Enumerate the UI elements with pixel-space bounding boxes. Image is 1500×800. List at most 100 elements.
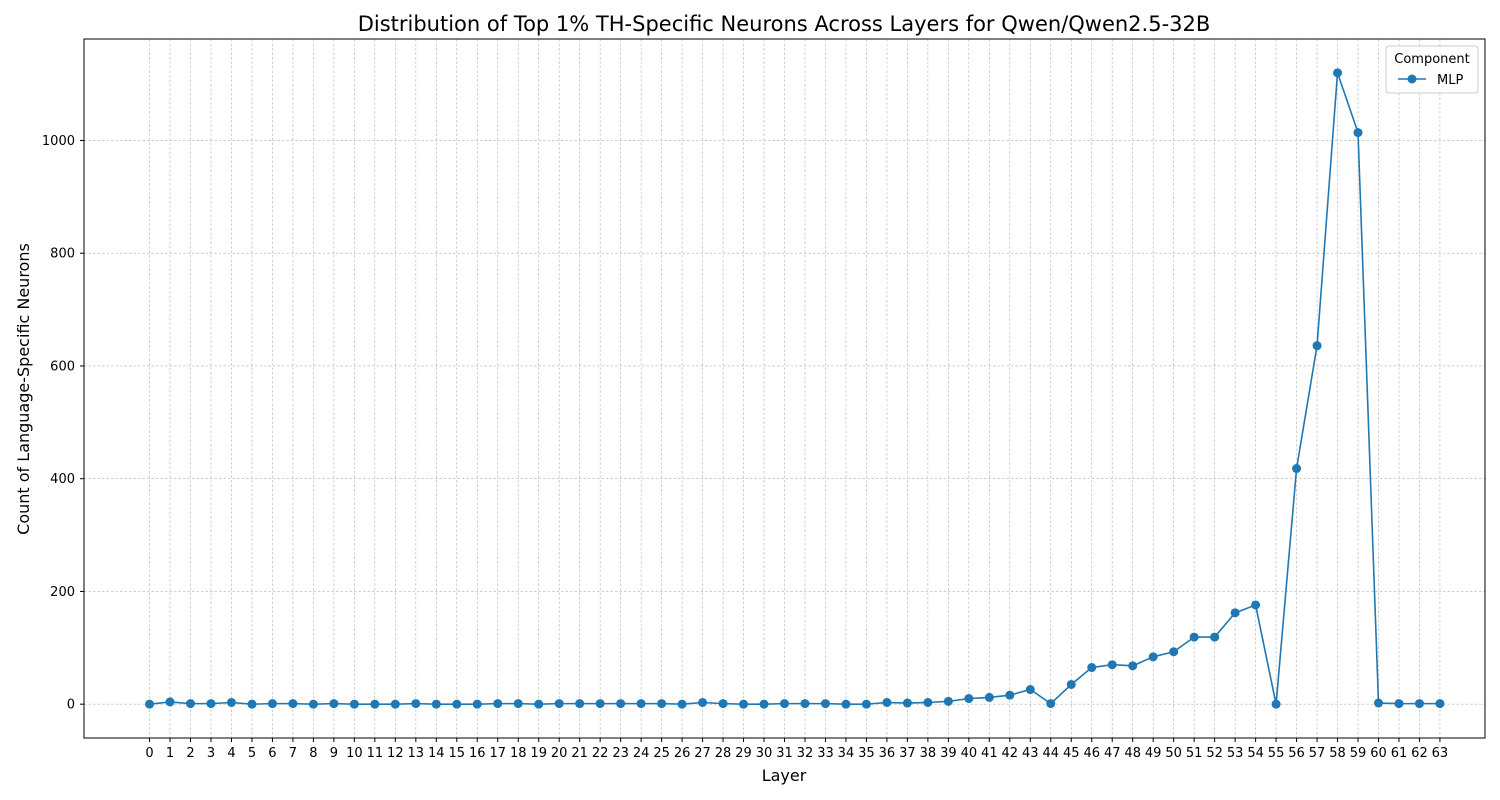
data-point: [1373, 698, 1383, 708]
data-point: [1435, 699, 1445, 709]
data-point: [677, 699, 687, 709]
y-tick-label: 0: [67, 698, 75, 713]
x-tick-label: 28: [715, 746, 732, 761]
data-point: [1353, 128, 1363, 138]
x-tick-label: 49: [1145, 746, 1162, 761]
data-point: [1414, 699, 1424, 709]
x-tick-label: 50: [1165, 746, 1182, 761]
x-tick-label: 36: [879, 746, 896, 761]
series-mlp: [145, 68, 1445, 709]
data-point: [841, 699, 851, 709]
x-tick-label: 25: [653, 746, 670, 761]
data-point: [1271, 699, 1281, 709]
data-point: [964, 694, 974, 704]
x-tick-label: 61: [1391, 746, 1408, 761]
data-point: [1394, 699, 1404, 709]
data-point: [923, 697, 933, 707]
x-tick-label: 4: [227, 746, 235, 761]
legend-point-marker: [1407, 74, 1417, 84]
x-tick-label: 37: [899, 746, 916, 761]
axis-ticks: 0 1 2 3 4 5 6 7 8 9 10 11 12 13 14 15 16 17 18 19 20 21 22 23 24…: [42, 134, 1448, 761]
data-point: [431, 699, 441, 709]
x-tick-label: 34: [838, 746, 855, 761]
x-tick-label: 12: [387, 746, 404, 761]
x-tick-label: 46: [1083, 746, 1100, 761]
x-tick-label: 20: [551, 746, 568, 761]
x-tick-label: 47: [1104, 746, 1121, 761]
x-tick-label: 11: [367, 746, 384, 761]
data-point: [718, 699, 728, 709]
x-tick-label: 6: [268, 746, 276, 761]
x-tick-label: 13: [408, 746, 425, 761]
data-point: [288, 699, 298, 709]
x-tick-label: 14: [428, 746, 445, 761]
data-point: [513, 699, 523, 709]
series-line: [149, 72, 1440, 705]
x-tick-label: 38: [920, 746, 937, 761]
x-tick-label: 52: [1206, 746, 1223, 761]
x-tick-label: 19: [530, 746, 547, 761]
x-tick-label: 26: [674, 746, 691, 761]
data-point: [1148, 652, 1158, 662]
x-tick-label: 54: [1247, 746, 1264, 761]
data-point: [943, 696, 953, 706]
chart-title: Distribution of Top 1% TH-Specific Neuro…: [358, 12, 1211, 36]
data-point: [267, 699, 277, 709]
data-point: [247, 699, 257, 709]
x-tick-label: 60: [1370, 746, 1387, 761]
data-point: [820, 699, 830, 709]
data-point: [308, 699, 318, 709]
x-tick-label: 10: [346, 746, 363, 761]
x-tick-label: 7: [289, 746, 297, 761]
y-tick-label: 400: [50, 472, 75, 487]
x-tick-label: 31: [776, 746, 793, 761]
data-point: [616, 699, 626, 709]
y-tick-label: 800: [50, 247, 75, 262]
x-tick-label: 9: [330, 746, 338, 761]
data-point: [349, 699, 359, 709]
data-point: [636, 699, 646, 709]
data-point: [759, 699, 769, 709]
data-point: [186, 699, 196, 709]
y-axis-label: Count of Language-Specific Neurons: [14, 243, 33, 535]
data-point: [1046, 699, 1056, 709]
data-point: [452, 699, 462, 709]
x-tick-label: 30: [756, 746, 773, 761]
x-tick-label: 53: [1227, 746, 1244, 761]
x-tick-label: 44: [1042, 746, 1059, 761]
x-tick-label: 2: [186, 746, 194, 761]
data-point: [902, 698, 912, 708]
x-tick-label: 39: [940, 746, 957, 761]
legend: Component MLP: [1385, 45, 1479, 94]
x-tick-label: 24: [633, 746, 650, 761]
data-point: [1312, 341, 1322, 351]
y-tick-label: 200: [50, 585, 75, 600]
x-tick-label: 18: [510, 746, 527, 761]
data-point: [1169, 647, 1179, 657]
x-tick-label: 17: [489, 746, 506, 761]
y-tick-label: 1000: [42, 134, 75, 149]
x-tick-label: 62: [1411, 746, 1428, 761]
data-point: [800, 699, 810, 709]
x-tick-label: 42: [1002, 746, 1019, 761]
data-point: [1189, 632, 1199, 642]
data-point: [370, 699, 380, 709]
data-point: [411, 699, 421, 709]
data-point: [1087, 663, 1097, 673]
x-tick-label: 63: [1432, 746, 1449, 761]
x-tick-label: 43: [1022, 746, 1039, 761]
data-point: [984, 692, 994, 702]
data-point: [1333, 68, 1343, 78]
x-tick-label: 59: [1350, 746, 1367, 761]
data-point: [226, 697, 236, 707]
data-point: [493, 699, 503, 709]
x-tick-label: 27: [694, 746, 711, 761]
x-tick-label: 48: [1124, 746, 1141, 761]
x-tick-label: 1: [166, 746, 174, 761]
data-point: [1210, 632, 1220, 642]
x-tick-label: 21: [571, 746, 588, 761]
data-point: [1005, 690, 1015, 700]
x-tick-label: 45: [1063, 746, 1080, 761]
data-point: [698, 697, 708, 707]
